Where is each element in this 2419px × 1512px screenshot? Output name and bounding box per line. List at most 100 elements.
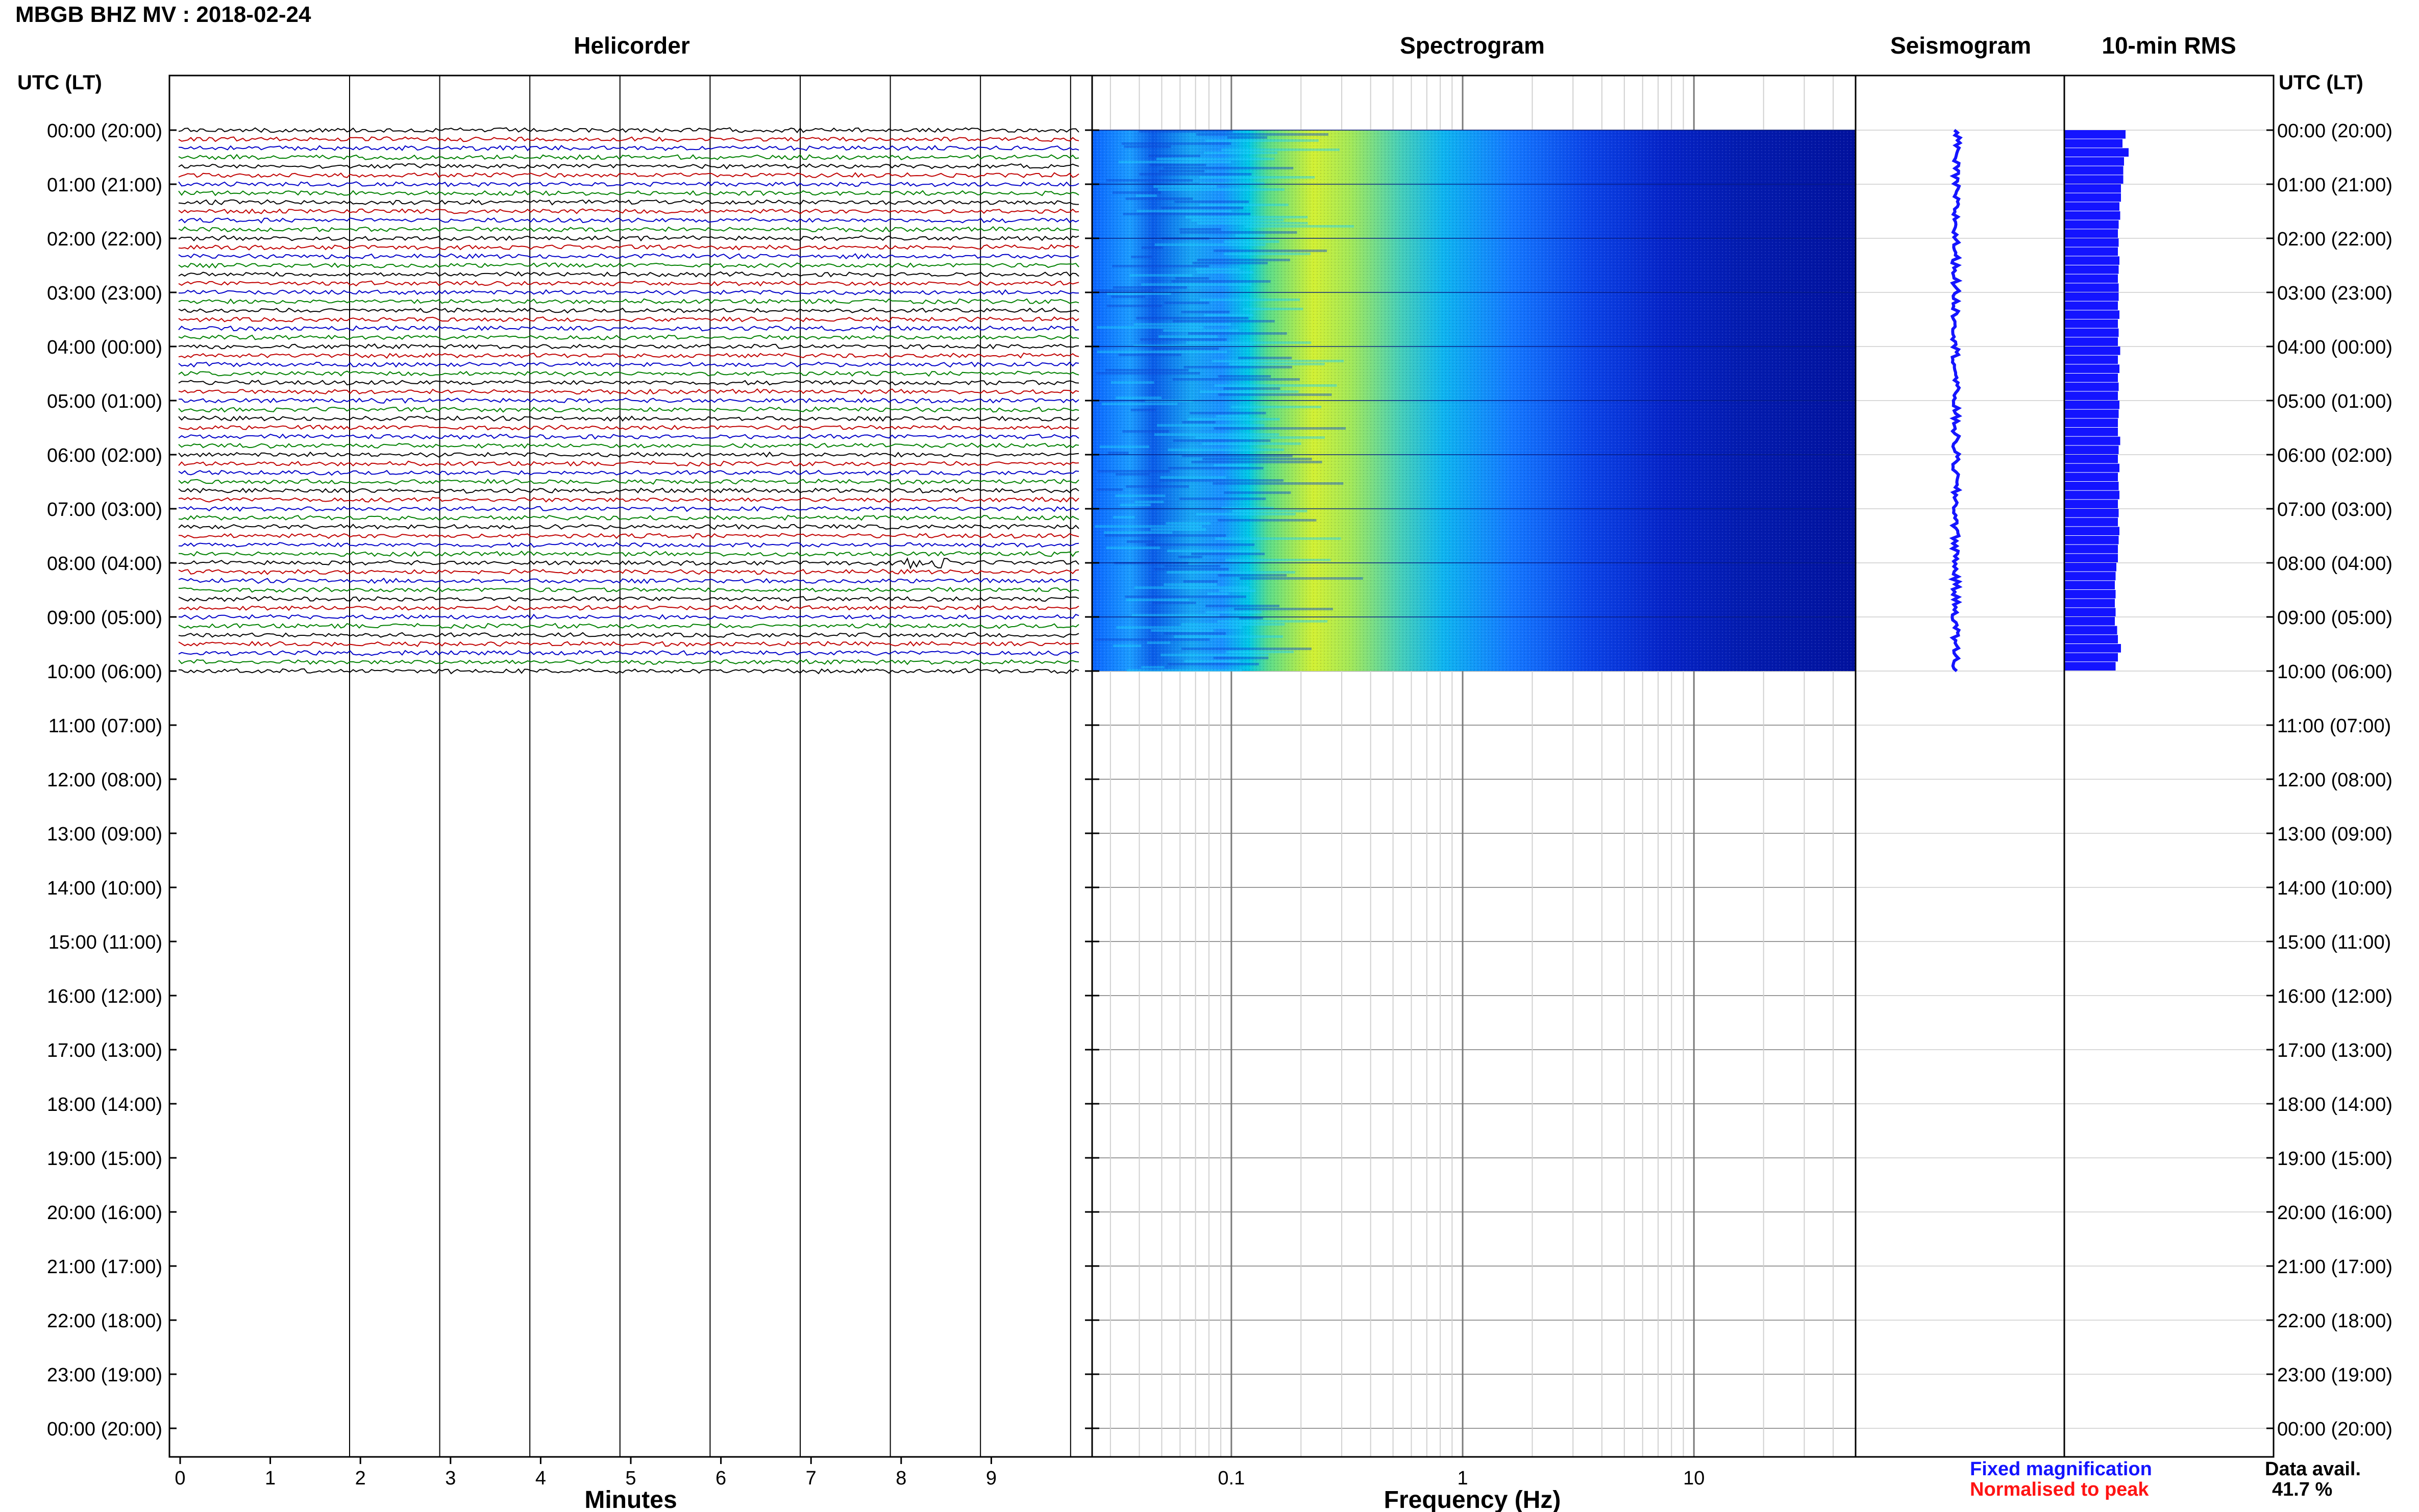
- helicorder-trace: [178, 640, 1079, 647]
- time-label-right: 05:00 (01:00): [2277, 391, 2392, 412]
- helicorder-trace: [178, 172, 1079, 179]
- rms-bar: [2064, 463, 2119, 473]
- helicorder-trace: [178, 596, 1079, 602]
- figure-title: MBGB BHZ MV : 2018-02-24: [15, 2, 311, 27]
- time-label-right: 21:00 (17:00): [2277, 1256, 2392, 1278]
- time-label-right: 12:00 (08:00): [2277, 770, 2392, 791]
- rms-bar: [2064, 175, 2124, 184]
- rms-bar: [2064, 401, 2119, 409]
- rms-bar: [2064, 202, 2119, 211]
- helicorder-trace: [178, 425, 1079, 431]
- utc-header-right: UTC (LT): [2279, 71, 2363, 94]
- rms-bar: [2064, 428, 2118, 436]
- helicorder-trace: [178, 613, 1079, 620]
- helicorder-trace: [178, 343, 1079, 350]
- rms-bar: [2064, 256, 2119, 265]
- spectrogram-xlabel: Frequency (Hz): [1384, 1486, 1561, 1512]
- minutes-tick-label: 6: [715, 1468, 726, 1489]
- time-label-right: 14:00 (10:00): [2277, 878, 2392, 899]
- helicorder-trace: [178, 163, 1079, 170]
- time-label-left: 23:00 (19:00): [47, 1365, 162, 1386]
- helicorder-trace: [178, 541, 1079, 548]
- helicorder-trace: [178, 415, 1079, 422]
- minutes-tick-label: 7: [806, 1468, 817, 1489]
- helicorder-trace: [178, 460, 1079, 467]
- helicorder-trace: [178, 388, 1079, 395]
- rms-bar: [2064, 599, 2115, 608]
- helicorder-trace: [178, 487, 1079, 494]
- helicorder-trace: [178, 262, 1079, 269]
- helicorder-trace: [178, 650, 1079, 656]
- rms-bar: [2064, 166, 2124, 175]
- time-label-left: 18:00 (14:00): [47, 1094, 162, 1116]
- helicorder-trace: [178, 659, 1079, 665]
- helicorder-trace: [178, 577, 1079, 584]
- rms-bar: [2064, 274, 2118, 283]
- time-label-left: 11:00 (07:00): [48, 715, 162, 737]
- helicorder-trace: [178, 253, 1079, 260]
- time-label-right: 06:00 (02:00): [2277, 445, 2392, 466]
- helicorder-trace: [178, 533, 1079, 539]
- frequency-tick-label: 1: [1457, 1468, 1468, 1489]
- minutes-tick-label: 2: [355, 1468, 366, 1489]
- rms-bar: [2064, 536, 2119, 544]
- legend-normalised-to-peak: Normalised to peak: [1970, 1479, 2149, 1500]
- time-label-left: 00:00 (20:00): [47, 120, 162, 142]
- helicorder-trace: [178, 316, 1079, 323]
- helicorder-trace: [178, 244, 1079, 251]
- helicorder-trace: [178, 361, 1079, 368]
- time-label-right: 10:00 (06:00): [2277, 661, 2392, 683]
- time-label-left: 14:00 (10:00): [47, 878, 162, 899]
- helicorder-trace: [178, 550, 1079, 557]
- time-label-right: 07:00 (03:00): [2277, 499, 2392, 520]
- time-label-right: 00:00 (20:00): [2277, 1419, 2392, 1440]
- helicorder-trace: [178, 217, 1079, 224]
- helicorder-trace: [178, 524, 1079, 530]
- rms-bar: [2064, 374, 2118, 382]
- helicorder-trace: [178, 145, 1079, 152]
- time-label-right: 04:00 (00:00): [2277, 337, 2392, 358]
- time-label-right: 09:00 (05:00): [2277, 607, 2392, 629]
- utc-header-left: UTC (LT): [17, 71, 102, 94]
- helicorder-trace: [178, 442, 1079, 449]
- helicorder-trace: [178, 190, 1079, 196]
- rms-bar: [2064, 554, 2118, 562]
- helicorder-trace: [178, 370, 1079, 377]
- rms-bar: [2064, 220, 2119, 229]
- rms-bar: [2064, 409, 2119, 418]
- helicorder-trace: [178, 514, 1079, 521]
- rms-bar: [2064, 455, 2118, 463]
- rms-bar: [2064, 635, 2118, 643]
- helicorder-trace: [178, 398, 1079, 404]
- time-label-right: 02:00 (22:00): [2277, 229, 2392, 250]
- helicorder-trace: [178, 226, 1079, 233]
- panel-frames: [168, 75, 2275, 1464]
- rms-bar: [2064, 346, 2120, 355]
- time-label-left: 02:00 (22:00): [47, 229, 162, 250]
- minutes-tick-label: 8: [896, 1468, 906, 1489]
- helicorder-trace: [178, 469, 1079, 476]
- time-label-left: 01:00 (21:00): [47, 175, 162, 196]
- helicorder-trace: [178, 379, 1079, 386]
- rms-bar: [2064, 148, 2129, 157]
- rms-bar: [2064, 364, 2119, 373]
- helicorder-trace: [178, 557, 1079, 570]
- helicorder-trace: [178, 587, 1079, 593]
- rms-bar: [2064, 445, 2119, 454]
- rms-bar: [2064, 517, 2118, 527]
- rms-bar: [2064, 500, 2118, 508]
- time-label-left: 13:00 (09:00): [47, 824, 162, 845]
- rms-bar: [2064, 581, 2115, 589]
- helicorder-trace: [178, 506, 1079, 512]
- frequency-tick-label: 0.1: [1218, 1468, 1245, 1489]
- rms-bar: [2064, 617, 2115, 626]
- spectrogram-image: [1092, 130, 1856, 672]
- frequency-tick-label: 10: [1683, 1468, 1705, 1489]
- time-label-right: 08:00 (04:00): [2277, 553, 2392, 575]
- data-availability-label: Data avail.: [2265, 1458, 2361, 1480]
- seismogram-frame: [1855, 75, 2065, 1458]
- helicorder-trace: [178, 307, 1079, 314]
- rms-bar: [2064, 608, 2116, 616]
- time-label-left: 06:00 (02:00): [47, 445, 162, 466]
- time-label-left: 08:00 (04:00): [47, 553, 162, 575]
